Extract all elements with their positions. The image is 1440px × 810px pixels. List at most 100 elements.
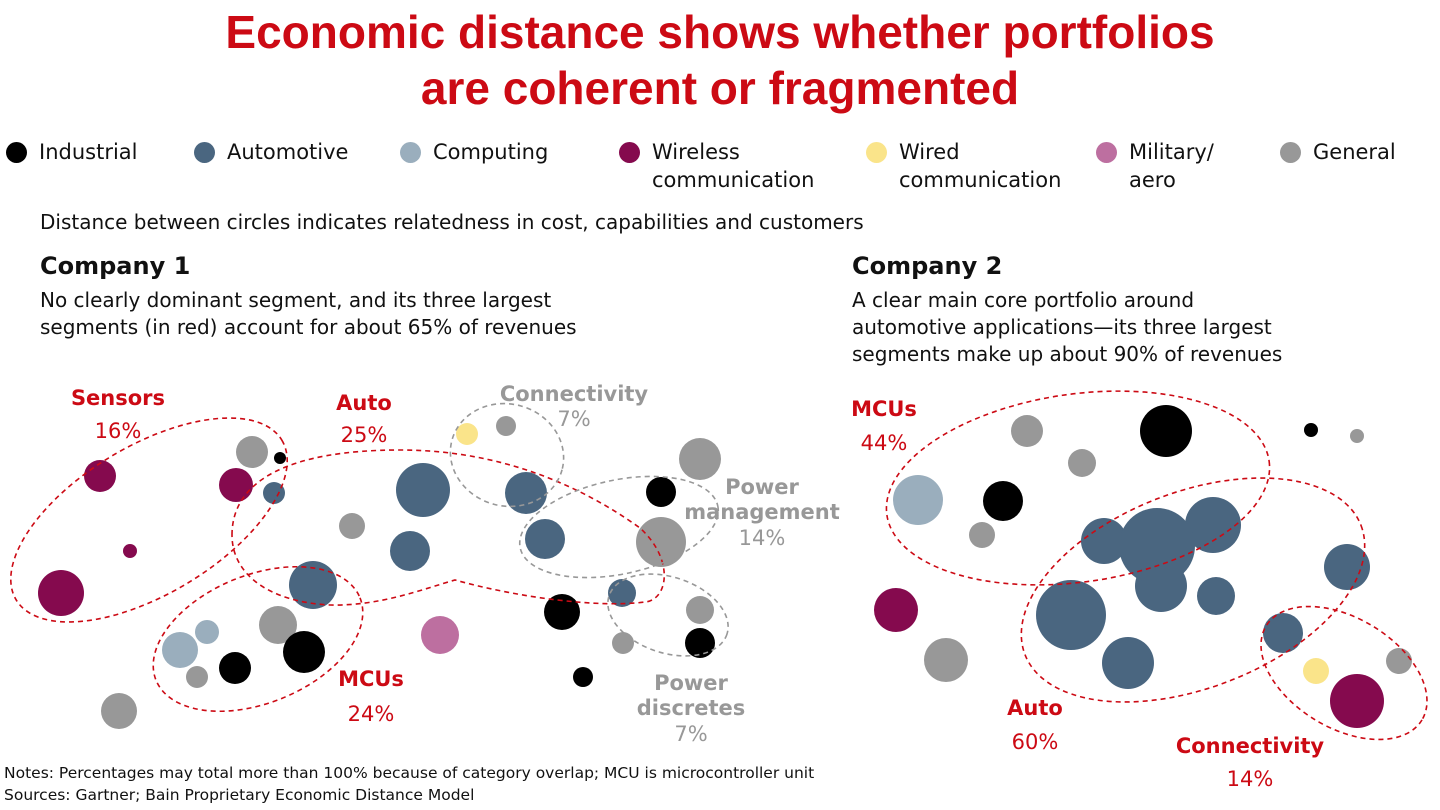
military-color-swatch bbox=[1096, 142, 1117, 163]
legend-label-wired: Wired communication bbox=[899, 140, 1062, 192]
auto-cluster-label: Auto bbox=[336, 391, 392, 415]
notes-text: Notes: Percentages may total more than 1… bbox=[4, 764, 815, 782]
auto-cluster-label: Auto bbox=[1007, 696, 1063, 720]
company-1-description-line: No clearly dominant segment, and its thr… bbox=[40, 288, 552, 312]
company-1-cluster-outlines bbox=[9, 402, 729, 713]
automotive-color-swatch bbox=[194, 142, 215, 163]
legend-item-wireless: Wireless communication bbox=[619, 138, 814, 194]
general-bubble bbox=[612, 632, 634, 654]
automotive-bubble bbox=[263, 482, 285, 504]
general-bubble bbox=[1350, 429, 1364, 443]
wireless-bubble bbox=[84, 460, 116, 492]
industrial-bubble bbox=[219, 652, 251, 684]
company-2-bubbles bbox=[874, 405, 1412, 728]
power-management-cluster-label: Power management bbox=[684, 475, 840, 524]
sensors-cluster-share: 16% bbox=[95, 419, 142, 443]
legend-label-wireless: Wireless communication bbox=[652, 140, 815, 192]
automotive-bubble bbox=[396, 463, 450, 517]
mcus-cluster-outline bbox=[152, 565, 364, 713]
wireless-bubble bbox=[874, 588, 918, 632]
industrial-bubble bbox=[646, 477, 676, 507]
automotive-bubble bbox=[525, 519, 565, 559]
general-bubble bbox=[924, 638, 968, 682]
legend-item-military: Military/ aero bbox=[1096, 138, 1214, 194]
power-management-cluster-share: 14% bbox=[739, 526, 786, 550]
legend-item-general: General bbox=[1280, 138, 1396, 166]
company-2-description-line: segments make up about 90% of revenues bbox=[852, 342, 1283, 366]
legend-label-military: Military/ aero bbox=[1129, 140, 1214, 192]
connectivity-cluster-label: Connectivity bbox=[1176, 734, 1325, 758]
legend-item-industrial: Industrial bbox=[6, 138, 138, 166]
general-bubble bbox=[339, 513, 365, 539]
industrial-bubble bbox=[1140, 405, 1192, 457]
company-2-cluster-outlines bbox=[885, 390, 1428, 741]
automotive-bubble bbox=[1324, 544, 1370, 590]
general-bubble bbox=[236, 436, 268, 468]
automotive-bubble bbox=[289, 561, 337, 609]
connectivity-cluster-share: 7% bbox=[557, 407, 590, 431]
company-1-cluster-labels: Sensors 16% Auto 25% MCUs 24% Connectivi… bbox=[71, 382, 840, 746]
automotive-bubble bbox=[1119, 508, 1195, 584]
company-2-description-line: A clear main core portfolio around bbox=[852, 288, 1195, 312]
mcus-cluster-label: MCUs bbox=[338, 667, 404, 691]
sources-text: Sources: Gartner; Bain Proprietary Econo… bbox=[4, 786, 475, 804]
power-discretes-cluster-label: Power discretes bbox=[637, 671, 746, 720]
company-1-description-line: segments (in red) account for about 65% … bbox=[40, 315, 577, 339]
connectivity-cluster-outline bbox=[449, 402, 565, 508]
chart-title: Economic distance shows whether portfoli… bbox=[0, 4, 1440, 116]
industrial-bubble bbox=[1304, 423, 1318, 437]
industrial-color-swatch bbox=[6, 142, 27, 163]
automotive-bubble bbox=[1102, 637, 1154, 689]
wired-color-swatch bbox=[866, 142, 887, 163]
wireless-color-swatch bbox=[619, 142, 640, 163]
general-bubble bbox=[496, 416, 516, 436]
mcus-cluster-share: 24% bbox=[348, 702, 395, 726]
automotive-bubble bbox=[1263, 613, 1303, 653]
wired-bubble bbox=[1303, 658, 1329, 684]
power-management-cluster-outline bbox=[518, 475, 720, 579]
industrial-bubble bbox=[573, 667, 593, 687]
computing-bubble bbox=[162, 632, 198, 668]
title-line-2: are coherent or fragmented bbox=[420, 62, 1020, 114]
mcus-cluster-label: MCUs bbox=[851, 397, 917, 421]
automotive-bubble bbox=[608, 579, 636, 607]
auto-cluster-outline bbox=[1020, 477, 1366, 703]
wireless-bubble bbox=[219, 468, 253, 502]
computing-color-swatch bbox=[400, 142, 421, 163]
title-line-1: Economic distance shows whether portfoli… bbox=[225, 6, 1215, 58]
footnotes: Notes: Percentages may total more than 1… bbox=[4, 762, 814, 806]
industrial-bubble bbox=[983, 481, 1023, 521]
company-1-bubbles bbox=[38, 416, 721, 729]
general-bubble bbox=[1068, 449, 1096, 477]
company-1-heading: Company 1 bbox=[40, 252, 191, 280]
legend-label-computing: Computing bbox=[433, 140, 549, 164]
mcus-cluster-share: 44% bbox=[861, 431, 908, 455]
power-discretes-cluster-share: 7% bbox=[674, 722, 707, 746]
auto-cluster-share: 60% bbox=[1012, 730, 1059, 754]
general-bubble bbox=[686, 596, 714, 624]
legend-item-automotive: Automotive bbox=[194, 138, 348, 166]
company-2-description: A clear main core portfolio around autom… bbox=[852, 287, 1282, 368]
power-discretes-cluster-outline bbox=[607, 573, 729, 657]
legend-item-wired: Wired communication bbox=[866, 138, 1061, 194]
sensors-cluster-label: Sensors bbox=[71, 386, 165, 410]
company-2-heading: Company 2 bbox=[852, 252, 1003, 280]
legend-label-automotive: Automotive bbox=[227, 140, 349, 164]
mcus-cluster-outline bbox=[885, 390, 1271, 586]
military-bubble bbox=[421, 616, 459, 654]
industrial-bubble bbox=[685, 628, 715, 658]
industrial-bubble bbox=[274, 452, 286, 464]
connectivity-cluster-label: Connectivity bbox=[500, 382, 649, 406]
connectivity-cluster-share: 14% bbox=[1227, 767, 1274, 791]
automotive-bubble bbox=[1081, 518, 1127, 564]
general-bubble bbox=[636, 517, 686, 567]
connectivity-cluster-outline bbox=[1260, 605, 1428, 741]
auto-cluster-share: 25% bbox=[341, 423, 388, 447]
general-bubble bbox=[186, 666, 208, 688]
general-bubble bbox=[1011, 415, 1043, 447]
company-2-cluster-labels: MCUs 44% Auto 60% Connectivity 14% bbox=[851, 397, 1324, 791]
company-2-description-line: automotive applications—its three larges… bbox=[852, 315, 1272, 339]
wired-bubble bbox=[456, 423, 478, 445]
general-bubble bbox=[679, 438, 721, 480]
